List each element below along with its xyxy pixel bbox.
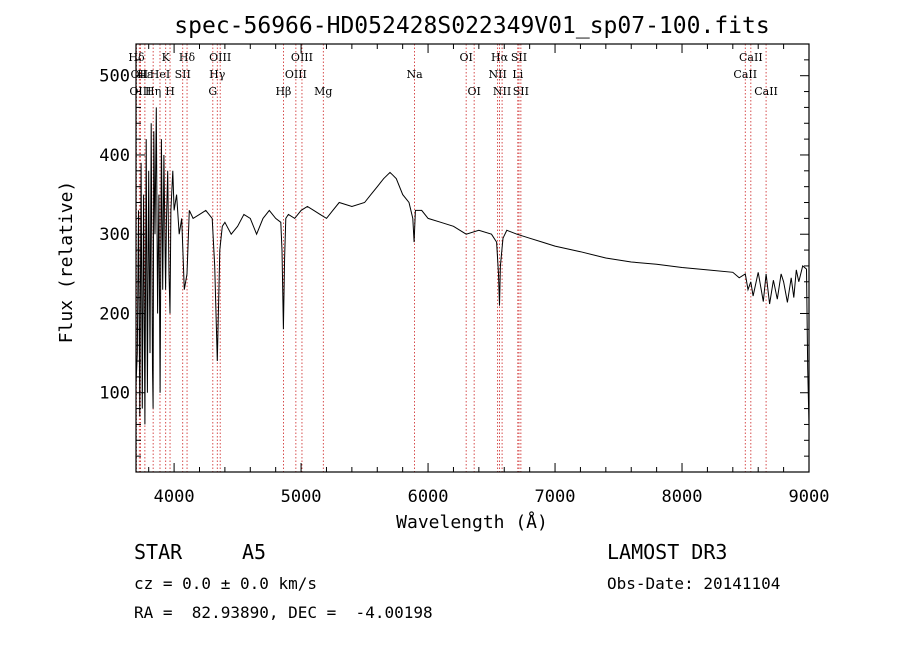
chart-title: spec-56966-HD052428S022349V01_sp07-100.f…	[174, 13, 769, 39]
y-axis-label: Flux (relative)	[56, 181, 77, 344]
x-tick-label: 5000	[281, 487, 322, 507]
marker-label: HeI	[150, 68, 170, 81]
marker-label: OIII	[209, 51, 231, 64]
coordinates: RA = 82.93890, DEC = -4.00198	[134, 603, 433, 622]
marker-label: NII	[493, 85, 511, 98]
marker-label: Hγ	[209, 68, 226, 81]
marker-label: OI	[459, 51, 472, 64]
marker-label: Hβ	[275, 85, 291, 98]
plot-frame	[135, 43, 810, 473]
redshift-cz: cz = 0.0 ± 0.0 km/s	[134, 574, 318, 593]
marker-label: NII	[488, 68, 506, 81]
y-axis: 100 200 300 400 500	[99, 43, 809, 457]
marker-label: Hη	[145, 85, 161, 98]
object-type: STAR	[134, 540, 183, 564]
marker-label: OIII	[285, 68, 307, 81]
spectrum-line	[135, 107, 810, 425]
survey-name: LAMOST DR3	[607, 540, 728, 564]
marker-label: Hε	[137, 68, 153, 81]
marker-label: CaII	[739, 51, 763, 64]
marker-label: SII	[511, 51, 527, 64]
observation-date: Obs-Date: 20141104	[607, 574, 781, 593]
y-tick-label: 400	[99, 146, 130, 166]
y-tick-label: 500	[99, 67, 130, 87]
marker-label: SII	[513, 85, 529, 98]
x-axis-label: Wavelength (Å)	[396, 511, 548, 533]
marker-label: CaII	[754, 85, 778, 98]
marker-label: Hδ	[128, 51, 145, 64]
marker-label: Na	[407, 68, 424, 81]
marker-label: Li	[512, 68, 523, 81]
marker-label: G	[208, 85, 217, 98]
y-tick-label: 100	[99, 384, 130, 404]
y-tick-label: 300	[99, 225, 130, 245]
marker-label: SII	[175, 68, 191, 81]
marker-label: CaII	[733, 68, 757, 81]
x-tick-label: 4000	[154, 487, 195, 507]
marker-label: Hδ	[179, 51, 196, 64]
x-tick-label: 8000	[662, 487, 703, 507]
x-tick-label: 9000	[789, 487, 830, 507]
marker-label: Mg	[314, 85, 332, 98]
x-tick-label: 6000	[408, 487, 449, 507]
line-marker-labels: HδOIIOIIIHεHηHeIKHSIIHδGHγOIIIHβOIIIOIII…	[128, 51, 778, 98]
marker-label: OII	[130, 68, 148, 81]
marker-label: H	[165, 85, 175, 98]
x-axis: 4000 5000 6000 7000 8000 9000	[148, 44, 830, 507]
y-tick-label: 200	[99, 304, 130, 324]
x-tick-label: 7000	[535, 487, 576, 507]
marker-label: OIII	[291, 51, 313, 64]
marker-label: K	[162, 51, 171, 64]
spectral-subclass: A5	[242, 540, 267, 564]
marker-label: OI	[467, 85, 480, 98]
marker-label: Hα	[491, 51, 509, 64]
line-markers	[136, 44, 767, 472]
